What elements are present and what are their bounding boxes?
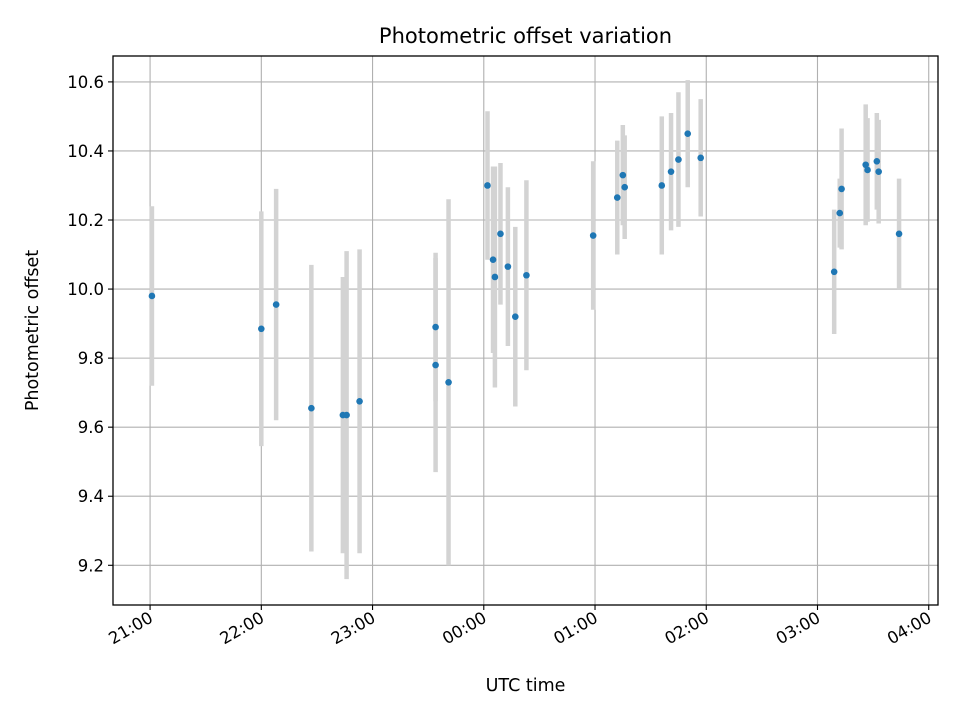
y-tick-label: 9.2: [78, 556, 104, 575]
x-tick-label: 03:00: [773, 608, 824, 648]
x-axis-ticks: 21:00 22:00 23:00 00:00 01:00 02:00 03:00 04:00: [105, 605, 935, 648]
data-point: [504, 263, 512, 270]
data-point: [148, 292, 156, 300]
data-point: [589, 232, 597, 239]
data-point: [873, 158, 881, 165]
plot-frame: [112, 55, 939, 606]
data-point: [862, 161, 869, 169]
data-point: [836, 209, 844, 217]
y-axis-label: Photometric offset: [23, 250, 43, 411]
data-points: [148, 130, 903, 419]
data-point: [272, 301, 280, 308]
data-point: [697, 154, 704, 162]
y-tick-label: 10.2: [67, 211, 104, 230]
y-tick-label: 9.6: [78, 418, 104, 437]
y-axis-ticks: 9.2 9.4 9.6 9.8 10.0 10.2 10.4 10.6: [67, 73, 113, 575]
x-tick-label: 04:00: [884, 608, 935, 648]
y-tick-label: 10.6: [67, 73, 104, 92]
x-tick-label: 02:00: [662, 608, 713, 648]
data-point: [619, 171, 627, 179]
data-point: [432, 323, 439, 331]
data-point: [864, 166, 871, 174]
data-point: [484, 182, 491, 189]
y-tick-label: 10.0: [67, 280, 104, 299]
data-point: [621, 183, 628, 191]
x-tick-label: 23:00: [328, 608, 379, 648]
y-tick-label: 9.8: [78, 349, 104, 368]
y-tick-label: 9.4: [78, 487, 104, 506]
data-point: [445, 378, 452, 386]
data-point: [684, 130, 692, 137]
data-point: [432, 361, 439, 369]
data-point: [830, 268, 838, 276]
data-point: [875, 168, 882, 175]
data-point: [613, 194, 621, 201]
data-point: [489, 256, 497, 264]
data-point: [895, 230, 903, 238]
chart-title: Photometric offset variation: [379, 24, 672, 48]
data-point: [658, 182, 666, 189]
data-point: [838, 185, 845, 193]
data-point: [343, 411, 350, 419]
data-point: [523, 271, 530, 279]
data-point: [667, 168, 675, 175]
data-point: [497, 230, 504, 238]
data-point: [356, 397, 363, 405]
data-point: [675, 156, 682, 163]
x-tick-label: 00:00: [439, 608, 490, 648]
x-tick-label: 22:00: [217, 608, 268, 648]
data-point: [512, 313, 519, 320]
x-axis-label: UTC time: [486, 676, 566, 696]
x-tick-label: 01:00: [550, 608, 601, 648]
x-tick-label: 21:00: [105, 608, 156, 648]
data-point: [258, 325, 265, 333]
data-point: [491, 273, 499, 281]
data-point: [308, 404, 315, 412]
y-tick-label: 10.4: [67, 142, 104, 161]
